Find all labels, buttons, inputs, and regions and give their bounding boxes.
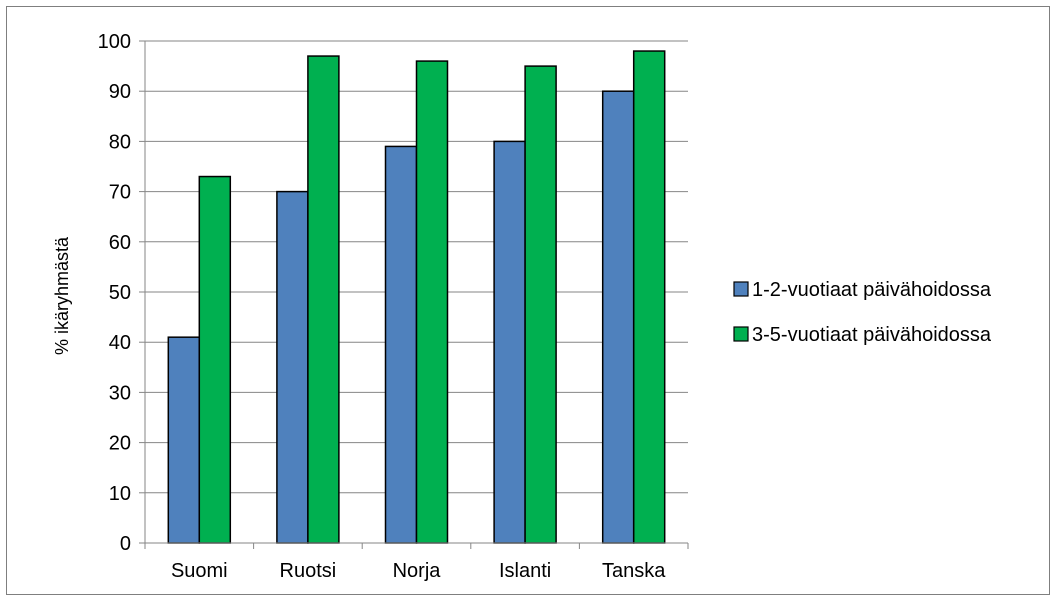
bar-norja-series-1 (384, 145, 418, 544)
y-tick-label: 10 (109, 483, 131, 505)
y-tick-label: 40 (109, 332, 131, 354)
x-tick-labels: Suomi Ruotsi Norja Islanti Tanska (171, 560, 666, 582)
bar-islanti-series-1 (493, 140, 526, 544)
y-tick-label: 90 (109, 81, 131, 103)
bar-suomi-series-2 (198, 175, 232, 544)
bar-tanska-series-1 (601, 90, 635, 544)
x-tick-label: Ruotsi (280, 560, 337, 582)
legend-swatch (733, 326, 749, 342)
x-tick-label: Norja (393, 560, 442, 582)
bars (167, 50, 666, 544)
legend-swatch (733, 281, 749, 297)
y-tick-label: 60 (109, 232, 131, 254)
bar-norja-series-2 (415, 60, 449, 544)
bar-islanti-series-2 (524, 65, 557, 544)
y-tick-label: 0 (120, 533, 131, 555)
y-tick-label: 50 (109, 282, 131, 304)
x-tick-label: Islanti (499, 560, 551, 582)
bar-ruotsi-series-1 (276, 190, 309, 544)
y-tick-label: 70 (109, 182, 131, 204)
bar-ruotsi-series-2 (307, 55, 340, 544)
y-tick-label: 80 (109, 131, 131, 153)
y-axis-title: % ikäryhmästä (52, 236, 72, 355)
x-tick-label: Suomi (171, 560, 228, 582)
bar-tanska-series-2 (632, 50, 666, 544)
y-tick-label: 100 (98, 31, 131, 53)
y-tick-label: 20 (109, 433, 131, 455)
y-tick-labels: 0 10 20 30 40 50 60 70 80 90 100 (98, 31, 131, 555)
bar-suomi-series-1 (167, 336, 201, 544)
y-tick-label: 30 (109, 382, 131, 404)
legend: 1-2-vuotiaat päivähoidossa 3-5-vuotiaat p… (733, 279, 992, 346)
axes (139, 40, 689, 549)
legend-label: 1-2-vuotiaat päivähoidossa (752, 279, 992, 301)
legend-label: 3-5-vuotiaat päivähoidossa (752, 324, 992, 346)
x-tick-label: Tanska (602, 560, 666, 582)
